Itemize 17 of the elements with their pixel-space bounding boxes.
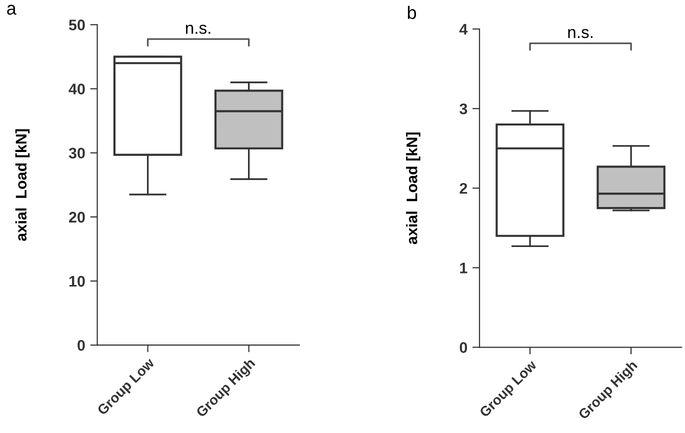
y-tick-label: 30 (68, 148, 85, 159)
text: b (408, 6, 416, 20)
y-axis-title: axial Load [kN] (15, 129, 30, 241)
y-tick-label: 2 (460, 183, 468, 194)
annotation: n.s. (186, 24, 210, 34)
y-axis-title: axial Load [kN] (406, 132, 420, 244)
y-tick-label: 3 (460, 103, 468, 114)
y-tick-label: 0 (460, 342, 468, 353)
y-tick-label: 1 (460, 262, 468, 274)
y-tick-label: 40 (68, 84, 85, 94)
y-tick-label: 10 (69, 276, 85, 287)
y-tick-label: 4 (459, 24, 468, 35)
y-tick-label: 50 (68, 20, 85, 30)
y-tick-label: 0 (78, 340, 85, 351)
text: a (7, 4, 16, 15)
y-tick-label: 20 (69, 212, 85, 223)
annotation: n.s. (568, 28, 592, 38)
